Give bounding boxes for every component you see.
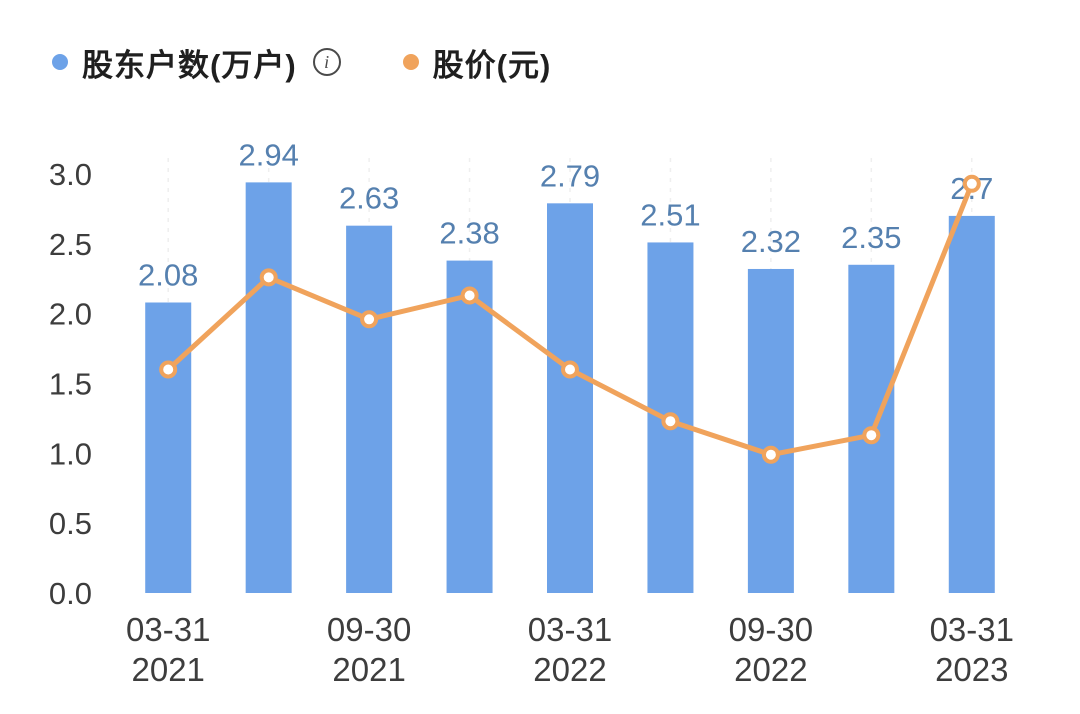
- legend-item-price[interactable]: 股价(元): [402, 40, 552, 85]
- price-point-marker[interactable]: [862, 426, 881, 445]
- legend-label-shareholders: 股东户数(万户): [82, 47, 297, 83]
- y-axis-tick-label: 0.0: [49, 576, 92, 611]
- price-point-marker[interactable]: [460, 286, 479, 305]
- legend-label-price: 股价(元): [432, 47, 552, 83]
- y-axis-tick-label: 3.0: [49, 157, 92, 192]
- x-axis-tick-label: 03-31 2023: [930, 611, 1014, 688]
- shareholder-bar[interactable]: [245, 182, 292, 593]
- bar-value-label: 2.35: [841, 220, 901, 255]
- price-point-marker[interactable]: [259, 268, 278, 287]
- y-axis-tick-label: 1.5: [49, 367, 92, 402]
- price-point-marker[interactable]: [360, 310, 379, 329]
- x-axis-tick-label: 09-30 2021: [327, 611, 411, 688]
- x-axis-tick-label: 03-31 2021: [126, 611, 210, 688]
- bar-value-label: 2.79: [540, 158, 600, 193]
- line-series-marker-icon: [402, 54, 419, 70]
- y-axis-tick-label: 2.5: [49, 227, 92, 262]
- price-point-marker[interactable]: [561, 360, 579, 379]
- bar-value-label: 2.94: [238, 137, 298, 172]
- bar-series-marker-icon: [52, 54, 68, 70]
- shareholder-bar[interactable]: [948, 215, 995, 593]
- x-axis-tick-label: 09-30 2022: [729, 611, 813, 688]
- x-axis-tick-label: 03-31 2022: [528, 611, 612, 688]
- price-point-marker[interactable]: [962, 174, 981, 193]
- combo-chart: 0.0 0.5 1.0 1.5 2.0 2.5 3.0 2.08 2.94 2.63 2.38 2.7…: [49, 137, 1014, 688]
- info-icon[interactable]: i: [312, 48, 341, 76]
- price-point-marker[interactable]: [661, 412, 680, 431]
- shareholder-bar[interactable]: [145, 302, 192, 593]
- bar-value-label: 2.38: [439, 216, 499, 251]
- bar-value-label: 2.08: [138, 257, 198, 292]
- bar-value-label: 2.63: [339, 181, 399, 216]
- price-point-marker[interactable]: [761, 445, 780, 464]
- shareholder-bar[interactable]: [446, 260, 493, 593]
- legend-item-shareholders[interactable]: 股东户数(万户) i: [52, 40, 341, 85]
- bar-value-label: 2.51: [640, 197, 700, 232]
- legend: 股东户数(万户) i 股价(元): [0, 34, 1080, 90]
- shareholder-bar[interactable]: [346, 225, 393, 593]
- y-axis-tick-label: 2.0: [49, 297, 92, 332]
- y-axis-tick-label: 1.0: [49, 436, 92, 471]
- shareholder-bar[interactable]: [547, 203, 593, 593]
- price-point-marker[interactable]: [159, 360, 178, 379]
- shareholder-bar[interactable]: [747, 268, 794, 593]
- y-axis-tick-label: 0.5: [49, 506, 92, 541]
- bar-value-label: 2.32: [741, 224, 801, 259]
